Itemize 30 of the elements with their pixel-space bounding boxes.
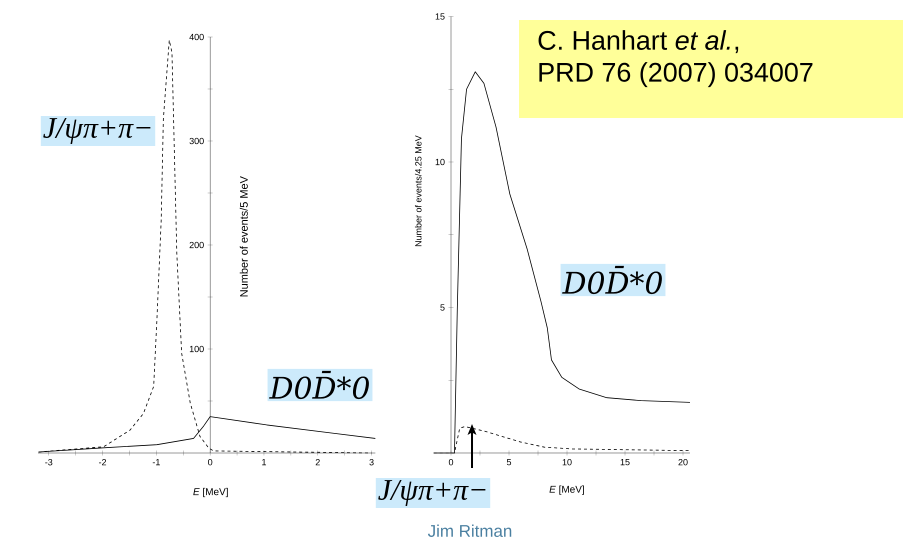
x-tick-label: 15: [620, 459, 630, 466]
y-tick-label: 300: [190, 138, 204, 144]
x-tick-label: 0: [448, 459, 454, 466]
y-axis-title: Number of events/5 MeV: [240, 176, 248, 296]
y-tick-label: 400: [189, 34, 204, 40]
legend-label: J/ψπ+π−: [378, 480, 486, 506]
series-label: D0D̄*0: [562, 266, 662, 294]
annotation: PRD 76 (2007) 034007: [539, 62, 812, 88]
series-label: D0D̄*0: [269, 370, 369, 400]
x-tick-label: 10: [562, 459, 572, 466]
x-tick-label: 5: [506, 459, 512, 466]
y-tick-label: 200: [190, 242, 204, 248]
y-tick-label: 100: [190, 346, 204, 352]
x-axis-title: E [MeV]: [549, 485, 584, 495]
x-tick-label: -1: [152, 459, 160, 466]
x-tick-label: 1: [262, 459, 266, 466]
x-tick-label: 0: [208, 459, 212, 466]
y-tick-label: 15: [436, 13, 445, 20]
x-tick-label: -2: [98, 459, 106, 466]
text: Jim Ritman: [428, 524, 512, 537]
series-label: J/ψπ+π−: [43, 118, 150, 144]
x-axis-title: E [MeV]: [193, 488, 228, 498]
annotation: C. Hanhart et al.,: [538, 30, 738, 54]
x-tick-label: 20: [678, 459, 688, 466]
x-tick-label: -3: [45, 459, 52, 466]
y-axis-title: Number of events/4.25 MeV: [414, 135, 422, 246]
y-tick-label: 10: [436, 158, 445, 166]
y-tick-label: 5: [440, 304, 445, 311]
x-tick-label: 2: [316, 459, 320, 466]
x-tick-label: 3: [369, 459, 374, 466]
